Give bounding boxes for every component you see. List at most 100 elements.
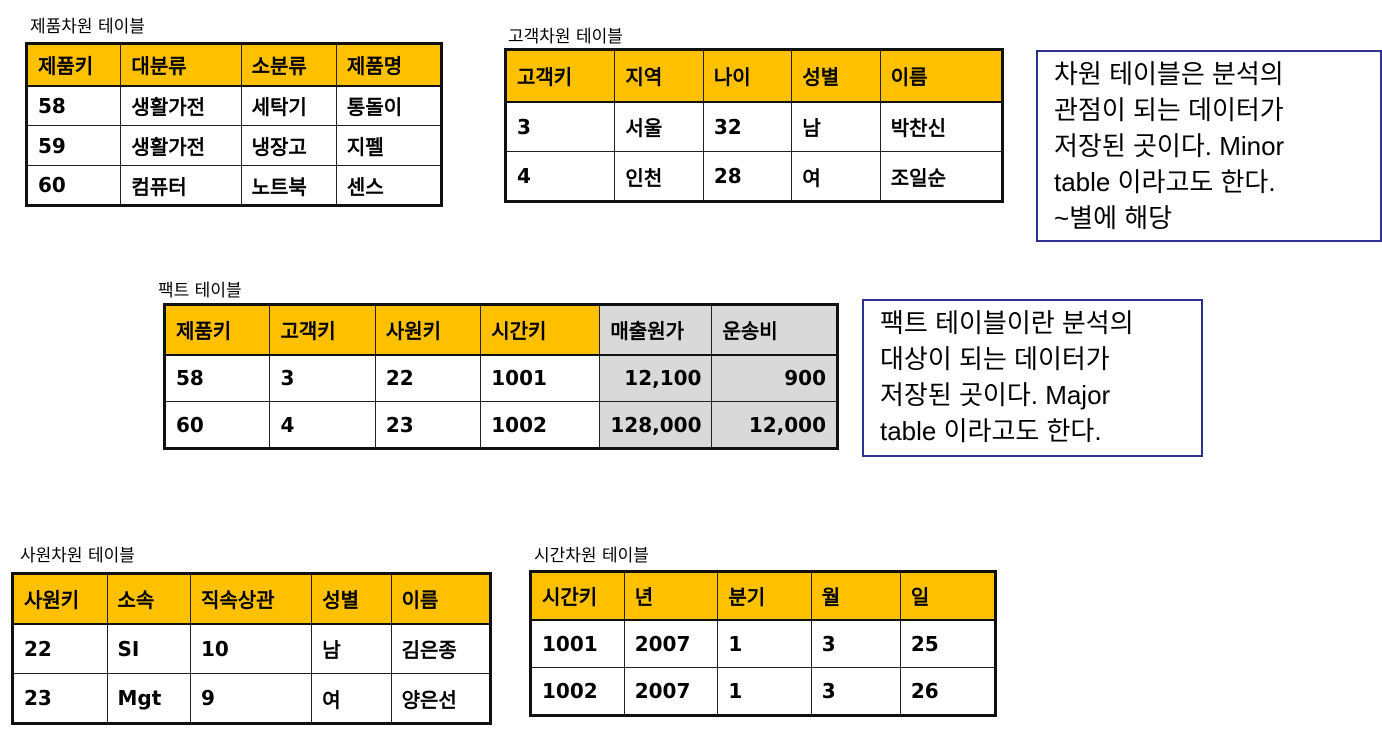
note-line: table 이라고도 한다. bbox=[1054, 167, 1276, 197]
table-cell: 남 bbox=[311, 623, 392, 674]
table-cell: 9 bbox=[189, 673, 313, 724]
table-row: 1002 2007 1 3 26 bbox=[530, 667, 997, 716]
table-cell: 1002 bbox=[480, 401, 601, 449]
table-cell: 1001 bbox=[530, 619, 625, 668]
table-cell: 생활가전 bbox=[120, 85, 242, 126]
column-header: 이름 bbox=[879, 49, 1004, 103]
table-cell: 60 bbox=[25, 165, 122, 206]
column-header: 월 bbox=[810, 571, 901, 621]
table-cell: 세탁기 bbox=[240, 85, 337, 126]
customer-dimension-table: 고객키 지역 나이 성별 이름 3 서울 32 남 박찬신 4 인천 28 여 … bbox=[504, 48, 1004, 203]
table-row: 58 생활가전 세탁기 통돌이 bbox=[25, 85, 443, 126]
table-cell: 인천 bbox=[614, 151, 704, 202]
column-header: 제품명 bbox=[335, 43, 443, 87]
fact-table-caption: 팩트 테이블 bbox=[158, 281, 242, 301]
table-header-row: 사원키 소속 직속상관 성별 이름 bbox=[12, 573, 492, 625]
column-header: 제품키 bbox=[25, 43, 122, 87]
table-row: 58 3 22 1001 12,100 900 bbox=[163, 354, 838, 402]
note-line: table 이라고도 한다. bbox=[880, 416, 1102, 446]
table-header-row: 고객키 지역 나이 성별 이름 bbox=[504, 49, 1004, 103]
column-header: 운송비 bbox=[711, 304, 838, 356]
time-table-caption: 시간차원 테이블 bbox=[534, 546, 649, 566]
table-cell: 3 bbox=[504, 101, 616, 152]
table-cell: 생활가전 bbox=[120, 125, 242, 166]
employee-dimension-table: 사원키 소속 직속상관 성별 이름 22 SI 10 남 김은종 23 Mgt … bbox=[11, 572, 492, 725]
column-header: 시간키 bbox=[480, 304, 601, 356]
column-header: 지역 bbox=[614, 49, 704, 103]
column-header: 년 bbox=[623, 571, 719, 621]
column-header: 사원키 bbox=[12, 573, 108, 625]
table-cell: 여 bbox=[791, 151, 881, 202]
table-row: 1001 2007 1 3 25 bbox=[530, 619, 997, 668]
dimension-table-note: 차원 테이블은 분석의 관점이 되는 데이터가 저장된 곳이다. Minor t… bbox=[1036, 50, 1382, 242]
table-cell: 센스 bbox=[335, 165, 443, 206]
table-cell: 노트북 bbox=[240, 165, 337, 206]
table-cell: 3 bbox=[810, 667, 901, 716]
employee-table-caption: 사원차원 테이블 bbox=[20, 546, 135, 566]
column-header: 매출원가 bbox=[599, 304, 713, 356]
table-cell: 4 bbox=[269, 401, 376, 449]
table-cell: 58 bbox=[163, 354, 271, 402]
table-cell: Mgt bbox=[106, 673, 191, 724]
table-cell: 22 bbox=[374, 354, 482, 402]
table-cell: SI bbox=[106, 623, 191, 674]
table-cell: 900 bbox=[711, 354, 838, 402]
table-cell: 23 bbox=[12, 673, 108, 724]
note-line: 대상이 되는 데이터가 bbox=[880, 344, 1110, 374]
table-header-row: 제품키 대분류 소분류 제품명 bbox=[25, 43, 443, 87]
table-cell: 조일순 bbox=[879, 151, 1004, 202]
table-row: 23 Mgt 9 여 양은선 bbox=[12, 673, 492, 724]
table-cell: 1 bbox=[717, 619, 812, 668]
column-header: 시간키 bbox=[530, 571, 625, 621]
table-cell: 1002 bbox=[530, 667, 625, 716]
table-cell: 여 bbox=[311, 673, 392, 724]
table-cell: 4 bbox=[504, 151, 616, 202]
note-line: 저장된 곳이다. Major bbox=[880, 380, 1111, 410]
table-cell: 2007 bbox=[623, 619, 719, 668]
table-row: 22 SI 10 남 김은종 bbox=[12, 623, 492, 674]
note-line: ~별에 해당 bbox=[1054, 203, 1173, 233]
fact-table: 제품키 고객키 사원키 시간키 매출원가 운송비 58 3 22 1001 12… bbox=[163, 303, 839, 450]
table-cell: 양은선 bbox=[390, 673, 492, 724]
column-header: 분기 bbox=[717, 571, 812, 621]
table-cell: 김은종 bbox=[390, 623, 492, 674]
table-cell: 25 bbox=[899, 619, 997, 668]
table-cell: 1001 bbox=[480, 354, 601, 402]
table-cell: 28 bbox=[702, 151, 793, 202]
table-cell: 컴퓨터 bbox=[120, 165, 242, 206]
table-row: 59 생활가전 냉장고 지펠 bbox=[25, 125, 443, 166]
column-header: 성별 bbox=[311, 573, 392, 625]
time-dimension-table: 시간키 년 분기 월 일 1001 2007 1 3 25 1002 2007 … bbox=[529, 570, 997, 717]
column-header: 나이 bbox=[702, 49, 793, 103]
column-header: 이름 bbox=[390, 573, 492, 625]
table-cell: 128,000 bbox=[599, 401, 713, 449]
table-cell: 3 bbox=[269, 354, 376, 402]
table-row: 60 4 23 1002 128,000 12,000 bbox=[163, 401, 838, 449]
table-cell: 박찬신 bbox=[879, 101, 1004, 152]
table-cell: 12,100 bbox=[599, 354, 713, 402]
table-row: 60 컴퓨터 노트북 센스 bbox=[25, 165, 443, 206]
column-header: 소분류 bbox=[240, 43, 337, 87]
table-header-row: 시간키 년 분기 월 일 bbox=[530, 571, 997, 621]
product-dimension-table: 제품키 대분류 소분류 제품명 58 생활가전 세탁기 통돌이 59 생활가전 … bbox=[25, 42, 443, 207]
note-line: 팩트 테이블이란 분석의 bbox=[880, 308, 1134, 338]
table-cell: 59 bbox=[25, 125, 122, 166]
table-cell: 냉장고 bbox=[240, 125, 337, 166]
table-cell: 서울 bbox=[614, 101, 704, 152]
table-cell: 32 bbox=[702, 101, 793, 152]
column-header: 성별 bbox=[791, 49, 881, 103]
column-header: 제품키 bbox=[163, 304, 271, 356]
table-cell: 3 bbox=[810, 619, 901, 668]
table-cell: 26 bbox=[899, 667, 997, 716]
column-header: 대분류 bbox=[120, 43, 242, 87]
table-cell: 58 bbox=[25, 85, 122, 126]
table-cell: 22 bbox=[12, 623, 108, 674]
column-header: 사원키 bbox=[374, 304, 482, 356]
table-cell: 지펠 bbox=[335, 125, 443, 166]
table-cell: 1 bbox=[717, 667, 812, 716]
table-cell: 남 bbox=[791, 101, 881, 152]
fact-table-note: 팩트 테이블이란 분석의 대상이 되는 데이터가 저장된 곳이다. Major … bbox=[862, 299, 1203, 457]
table-row: 3 서울 32 남 박찬신 bbox=[504, 101, 1004, 152]
note-line: 관점이 되는 데이터가 bbox=[1054, 95, 1284, 125]
column-header: 일 bbox=[899, 571, 997, 621]
